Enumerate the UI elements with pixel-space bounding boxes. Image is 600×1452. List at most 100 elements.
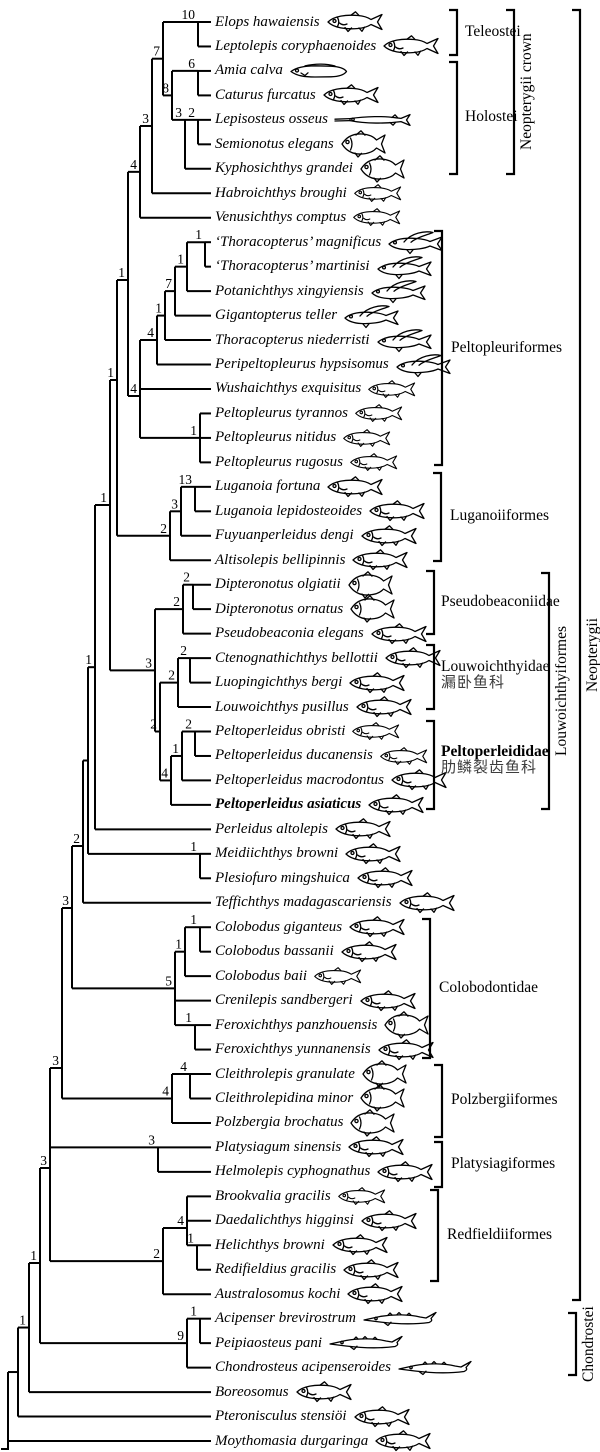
taxon-row: Feroxichthys panzhouensis <box>215 1011 431 1039</box>
taxon-label: Peltopleurus nitidus <box>215 429 337 446</box>
taxon-label: Leptolepis coryphaenoides <box>215 37 377 54</box>
fusiform-fish-icon <box>344 842 404 865</box>
node-support-number: 6 <box>188 56 195 71</box>
taxon-row: Habroichthys broughi <box>215 181 404 206</box>
taxon-label: Cleithrolepis granulate <box>215 1065 355 1082</box>
node-support-number: 1 <box>172 741 179 756</box>
taxon-label: Peltopleurus tyrannos <box>215 404 348 421</box>
taxon-label: Habroichthys broughi <box>215 184 347 201</box>
taxon-label: Gigantopterus teller <box>215 307 338 324</box>
taxon-label: Perleidus altolepis <box>215 820 328 837</box>
fusiform-fish-icon <box>353 184 404 203</box>
deep-fish-icon <box>347 570 395 599</box>
node-support-number: 1 <box>177 252 184 267</box>
peltopleuriformes-label: Peltopleuriformes <box>451 339 562 356</box>
node-support-number: 1 <box>190 912 197 927</box>
taxon-row: Peltoperleidus obristi <box>215 719 402 744</box>
node-support-number: 1 <box>118 265 125 280</box>
taxon-label: Polzbergia brochatus <box>215 1114 344 1131</box>
taxon-label: Helichthys browni <box>215 1236 325 1253</box>
taxon-row: Pseudobeaconia elegans <box>215 621 430 646</box>
taxon-label: Acipenser brevirostrum <box>215 1310 356 1327</box>
taxon-label: Helmolepis cyphognathus <box>215 1163 371 1180</box>
clade-name: Luganoiiformes <box>450 507 550 524</box>
taxon-row: Luganoia lepidosteoides <box>215 499 428 524</box>
taxon-label: Australosomus kochi <box>215 1285 341 1302</box>
fusiform-fish-icon <box>326 11 386 33</box>
taxon-row: ‘Thoracopterus’ martinisi <box>215 254 436 279</box>
node-support-number: 7 <box>153 44 160 59</box>
taxon-row: Moythomasia durgaringa <box>215 1429 434 1452</box>
node-support-number: 5 <box>165 973 172 988</box>
taxon-row: Ctenognathichthys bellottii <box>215 646 444 671</box>
taxon-row: Fuyuanperleidus dengi <box>215 523 420 548</box>
fusiform-fish-icon <box>313 966 364 986</box>
node-support-number: 8 <box>162 80 169 95</box>
flying-fish-icon <box>370 278 430 304</box>
sturgeon-fish-icon <box>328 1334 404 1352</box>
node-support-number: 1 <box>107 365 114 380</box>
taxon-row: Pteronisculus stensiöi <box>215 1404 413 1429</box>
teleostei-label: Teleostei <box>465 23 521 40</box>
polzbergiiformes-bracket <box>434 1063 444 1139</box>
flying-fish-icon <box>376 254 436 280</box>
taxon-label: Kyphosichthys grandei <box>215 160 353 177</box>
fusiform-fish-icon <box>348 671 408 694</box>
flying-fish-icon <box>387 229 447 255</box>
gar-fish-icon <box>334 113 416 127</box>
node-support-number: 4 <box>162 1083 169 1098</box>
taxon-row: Peltopleurus rugosus <box>215 450 400 475</box>
taxon-label: Pteronisculus stensiöi <box>215 1408 347 1425</box>
fusiform-fish-icon <box>368 500 428 522</box>
node-support-number: 1 <box>175 937 182 952</box>
taxon-label: Feroxichthys panzhouensis <box>215 1016 378 1033</box>
taxon-label: Fuyuanperleidus dengi <box>215 527 354 544</box>
colobodontidae-label: Colobodontidae <box>439 979 538 996</box>
taxon-label: Cleithrolepidina minor <box>215 1089 354 1106</box>
taxon-label: Peripeltopleurus hypsisomus <box>215 356 389 373</box>
node-support-number: 2 <box>168 668 175 683</box>
clade-name: Louwoichthyidae <box>441 658 550 675</box>
louwoichthyiformes-bracket <box>541 571 551 811</box>
deep-fish-icon <box>383 1011 431 1039</box>
taxon-row: Wushaichthys exquisitus <box>215 376 418 401</box>
taxon-label: Peltoperleidus obristi <box>215 723 346 739</box>
taxon-row: Luganoia fortuna <box>215 474 386 499</box>
taxon-label: Lepisosteus osseus <box>215 111 328 128</box>
node-support-number: 2 <box>153 1246 160 1261</box>
taxon-row: Peltoperleidus macrodontus <box>215 768 450 793</box>
taxon-label: Caturus furcatus <box>215 86 316 103</box>
taxon-label: Moythomasia durgaringa <box>215 1432 369 1449</box>
deep-fish-icon <box>359 154 407 183</box>
peltoperleididae-label: Peltoperleididae 肋鳞裂齿鱼科 <box>441 743 549 777</box>
taxon-row: Kyphosichthys grandei <box>215 154 407 183</box>
node-support-number: 3 <box>52 1053 59 1068</box>
taxon-row: Peltoperleidus asiaticus <box>215 792 427 817</box>
luganoiiformes-label: Luganoiiformes <box>450 507 549 524</box>
fusiform-fish-icon <box>359 989 419 1012</box>
node-support-number: 4 <box>147 325 154 340</box>
taxon-row: Thoracopterus niederristi <box>215 328 436 353</box>
taxon-label: Semionotus elegans <box>215 135 334 152</box>
fusiform-fish-icon <box>376 1161 436 1183</box>
taxon-label: Daedalichthys higginsi <box>215 1212 354 1229</box>
taxon-row: Colobodus baii <box>215 964 364 989</box>
taxon-label: Luopingichthys bergi <box>215 674 343 691</box>
deep-fish-icon <box>349 595 397 623</box>
taxon-row: Dipteronotus ornatus <box>215 595 397 623</box>
taxon-row: Peipiaosteus pani <box>215 1331 404 1356</box>
deep-fish-icon <box>349 1109 397 1137</box>
fusiform-fish-icon <box>322 84 382 106</box>
taxon-row: Redifieldius gracilis <box>215 1257 402 1282</box>
fusiform-fish-icon <box>353 1405 413 1428</box>
node-support-number: 1 <box>187 1230 194 1245</box>
clade-name-chinese: 漏卧鱼科 <box>441 675 506 691</box>
node-support-number: 3 <box>171 496 178 511</box>
redfieldiiformes-label: Redfieldiiformes <box>447 1226 552 1243</box>
node-support-number: 13 <box>179 472 193 487</box>
taxon-row: Plesiofuro mingshuica <box>215 866 416 891</box>
taxon-label: Venusichthys comptus <box>215 209 347 226</box>
node-support-number: 3 <box>148 1132 155 1147</box>
node-support-number: 2 <box>188 105 195 120</box>
